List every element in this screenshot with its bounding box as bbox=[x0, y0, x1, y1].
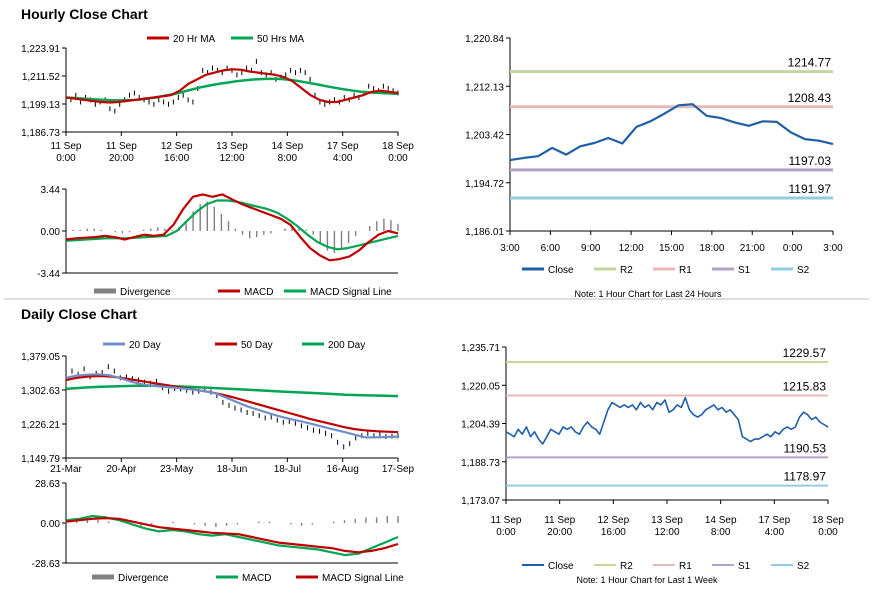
daily-pivot-s2-label: 1178.97 bbox=[784, 470, 827, 484]
daily-price-y-tick-label: 1,226.21 bbox=[21, 420, 60, 431]
daily-macd-legend-label: MACD Signal Line bbox=[322, 573, 404, 584]
hourly-pivot-legend-label: S2 bbox=[797, 265, 810, 276]
daily-price-x-tick-label: 21-Mar bbox=[50, 464, 82, 475]
hourly-pivot-y-tick-label: 1,220.84 bbox=[465, 34, 504, 45]
hourly-pivot-y-tick-label: 1,203.42 bbox=[465, 131, 504, 142]
daily-pivot-x-tick-label: 11 Sep 20:00 bbox=[544, 515, 575, 538]
hourly-macd-y-tick-label: -3.44 bbox=[37, 269, 60, 280]
daily-pivot-legend-label: S1 bbox=[738, 561, 751, 572]
daily-pivot-r2-label: 1229.57 bbox=[783, 346, 827, 360]
hourly-pivot-s2-label: 1191.97 bbox=[789, 182, 832, 196]
hourly-price-x-tick-label: 11 Sep 20:00 bbox=[106, 141, 137, 164]
daily-pivot-note: Note: 1 Hour Chart for Last 1 Week bbox=[577, 575, 718, 585]
hourly-pivot-note: Note: 1 Hour Chart for Last 24 Hours bbox=[574, 289, 722, 299]
daily-price-x-tick-label: 23-May bbox=[160, 464, 193, 475]
hourly-macd-line bbox=[65, 193, 399, 262]
daily-pivot-y-tick-label: 1,235.71 bbox=[461, 343, 500, 354]
hourly-pivot-x-tick-label: 3:00 bbox=[500, 243, 520, 254]
daily-section-title: Daily Close Chart bbox=[21, 306, 137, 322]
hourly-macd-y-tick-label: 3.44 bbox=[41, 185, 61, 196]
daily-20day-line bbox=[65, 373, 399, 439]
daily-pivot-s1-label: 1190.53 bbox=[784, 441, 827, 455]
hourly-pivot-x-tick-label: 12:00 bbox=[619, 243, 644, 254]
daily-macd-signal-line bbox=[65, 516, 399, 554]
daily-price-y-tick-label: 1,379.05 bbox=[21, 352, 60, 363]
hourly-pivot-y-tick-label: 1,212.13 bbox=[465, 82, 504, 93]
daily-price-x-tick-label: 18-Jul bbox=[274, 464, 301, 475]
hourly-pivot-x-tick-label: 15:00 bbox=[659, 243, 684, 254]
hourly-macd-y-tick-label: 0.00 bbox=[41, 227, 61, 238]
daily-macd-legend-label: MACD bbox=[242, 573, 271, 584]
daily-pivot-r1-label: 1215.83 bbox=[783, 380, 827, 394]
hourly-pivot-y-tick-label: 1,186.01 bbox=[465, 227, 504, 238]
daily-price-legend-label: 50 Day bbox=[241, 340, 273, 351]
hourly-price-legend-label: 20 Hr MA bbox=[173, 34, 216, 45]
hourly-20hr-ma-line bbox=[65, 68, 399, 104]
hourly-pivot-s1-label: 1197.03 bbox=[789, 154, 832, 168]
hourly-pivot-x-tick-label: 9:00 bbox=[581, 243, 601, 254]
daily-macd-y-tick-label: 28.63 bbox=[35, 479, 60, 490]
hourly-price-y-tick-label: 1,186.73 bbox=[21, 128, 60, 139]
hourly-macd-legend-label: MACD bbox=[244, 287, 273, 298]
daily-price-y-tick-label: 1,149.79 bbox=[21, 454, 60, 465]
daily-50day-line bbox=[65, 374, 399, 434]
daily-price-x-tick-label: 18-Jun bbox=[217, 464, 248, 475]
hourly-section-title: Hourly Close Chart bbox=[21, 6, 148, 22]
daily-pivot-y-tick-label: 1,220.05 bbox=[461, 381, 500, 392]
hourly-pivot-legend-label: R1 bbox=[679, 265, 692, 276]
daily-macd-y-tick-label: 0.00 bbox=[41, 519, 61, 530]
daily-pivot-y-tick-label: 1,204.39 bbox=[461, 420, 500, 431]
daily-price-x-tick-label: 16-Aug bbox=[327, 464, 359, 475]
hourly-pivot-x-tick-label: 6:00 bbox=[541, 243, 561, 254]
hourly-pivot-x-tick-label: 18:00 bbox=[699, 243, 724, 254]
daily-pivot-x-tick-label: 18 Sep 0:00 bbox=[812, 515, 844, 538]
daily-pivot-close-line bbox=[505, 396, 829, 445]
hourly-pivot-legend-label: R2 bbox=[620, 265, 633, 276]
daily-pivot-legend-label: S2 bbox=[797, 561, 810, 572]
daily-pivot-x-tick-label: 13 Sep 12:00 bbox=[651, 515, 683, 538]
hourly-price-x-tick-label: 13 Sep 12:00 bbox=[216, 141, 248, 164]
hourly-pivot-y-tick-label: 1,194.72 bbox=[465, 179, 504, 190]
daily-price-x-tick-label: 20-Apr bbox=[106, 464, 137, 475]
hourly-price-x-tick-label: 12 Sep 16:00 bbox=[161, 141, 193, 164]
hourly-price-x-tick-label: 17 Sep 4:00 bbox=[327, 141, 359, 164]
hourly-price-x-tick-label: 14 Sep 8:00 bbox=[271, 141, 303, 164]
hourly-price-x-tick-label: 11 Sep 0:00 bbox=[51, 141, 82, 164]
hourly-pivot-legend-label: S1 bbox=[738, 265, 751, 276]
daily-macd-line bbox=[65, 514, 399, 557]
daily-pivot-x-tick-label: 12 Sep 16:00 bbox=[597, 515, 629, 538]
daily-price-x-tick-label: 17-Sep bbox=[382, 464, 415, 475]
daily-macd-y-tick-label: -28.63 bbox=[32, 559, 61, 570]
daily-pivot-legend-label: R2 bbox=[620, 561, 633, 572]
hourly-price-y-tick-label: 1,211.52 bbox=[22, 72, 61, 83]
hourly-price-legend-label: 50 Hrs MA bbox=[257, 34, 305, 45]
hourly-50hr-ma-line bbox=[65, 77, 399, 102]
daily-pivot-x-tick-label: 17 Sep 4:00 bbox=[758, 515, 790, 538]
daily-pivot-x-tick-label: 14 Sep 8:00 bbox=[705, 515, 737, 538]
hourly-macd-legend-label: Divergence bbox=[120, 287, 171, 298]
hourly-pivot-r2-label: 1214.77 bbox=[788, 56, 832, 70]
hourly-pivot-close-line bbox=[509, 103, 834, 162]
hourly-pivot-x-tick-label: 3:00 bbox=[823, 243, 843, 254]
daily-macd-legend-label: Divergence bbox=[118, 573, 169, 584]
hourly-price-y-tick-label: 1,199.13 bbox=[21, 100, 60, 111]
hourly-price-x-tick-label: 18 Sep 0:00 bbox=[382, 141, 414, 164]
daily-price-legend-label: 200 Day bbox=[328, 340, 365, 351]
daily-pivot-legend-label: R1 bbox=[679, 561, 692, 572]
hourly-price-y-tick-label: 1,223.91 bbox=[21, 44, 60, 55]
hourly-pivot-legend-label: Close bbox=[548, 265, 574, 276]
hourly-pivot-x-tick-label: 0:00 bbox=[783, 243, 803, 254]
daily-pivot-x-tick-label: 11 Sep 0:00 bbox=[491, 515, 522, 538]
hourly-pivot-r1-label: 1208.43 bbox=[788, 91, 832, 105]
daily-pivot-y-tick-label: 1,188.73 bbox=[461, 458, 500, 469]
hourly-pivot-x-tick-label: 21:00 bbox=[740, 243, 765, 254]
daily-pivot-y-tick-label: 1,173.07 bbox=[461, 496, 500, 507]
daily-price-y-tick-label: 1,302.63 bbox=[21, 386, 60, 397]
hourly-macd-legend-label: MACD Signal Line bbox=[310, 287, 392, 298]
daily-pivot-legend-label: Close bbox=[548, 561, 574, 572]
daily-price-legend-label: 20 Day bbox=[129, 340, 161, 351]
daily-200day-line bbox=[65, 384, 399, 398]
